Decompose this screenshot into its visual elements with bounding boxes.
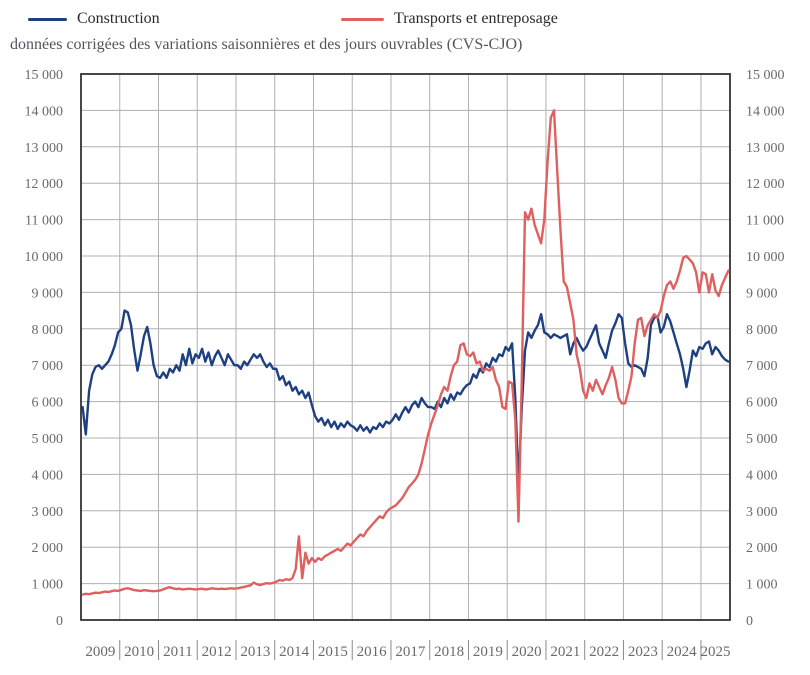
x-axis-label: 2017	[395, 644, 426, 660]
legend-item-transport[interactable]: Transports et entreposage	[341, 10, 558, 28]
construction-series-line	[81, 309, 730, 487]
legend-label-transport: Transports et entreposage	[394, 10, 558, 27]
plot-border	[80, 73, 731, 621]
y-axis-label-left: 2 000	[32, 541, 64, 556]
y-axis-label-left: 8 000	[32, 323, 64, 338]
x-axis-label: 2024	[667, 644, 698, 660]
y-axis-label-left: 13 000	[25, 141, 64, 156]
x-axis-label: 2010	[124, 644, 154, 660]
y-axis-label-right: 3 000	[746, 505, 778, 520]
x-axis-label: 2025	[700, 644, 730, 660]
x-axis-label: 2011	[163, 644, 192, 660]
y-axis-label-right: 10 000	[746, 250, 785, 265]
y-axis-label-left: 4 000	[32, 468, 64, 483]
y-axis-label-right: 11 000	[746, 214, 784, 229]
y-axis-label-left: 10 000	[25, 250, 64, 265]
y-axis-label-left: 11 000	[25, 214, 63, 229]
x-axis-label: 2015	[318, 644, 348, 660]
y-axis-label-right: 14 000	[746, 104, 785, 119]
y-axis-label-left: 15 000	[25, 68, 64, 83]
x-axis-label: 2021	[550, 644, 580, 660]
y-axis-label-left: 14 000	[25, 104, 64, 119]
y-axis-label-right: 9 000	[746, 286, 778, 301]
y-axis-label-right: 6 000	[746, 396, 778, 411]
chart-subtitle: données corrigées des variations saisonn…	[10, 36, 523, 53]
y-axis-label-right: 4 000	[746, 468, 778, 483]
transport-line-swatch-icon	[341, 17, 384, 21]
x-axis-label: 2012	[202, 644, 232, 660]
y-axis-label-right: 15 000	[746, 68, 785, 83]
y-axis-label-left: 5 000	[32, 432, 64, 447]
x-axis-label: 2020	[512, 644, 542, 660]
y-axis-label-right: 2 000	[746, 541, 778, 556]
y-axis-label-left: 12 000	[25, 177, 64, 192]
y-axis-label-right: 13 000	[746, 141, 785, 156]
y-axis-label-right: 5 000	[746, 432, 778, 447]
y-axis-label-left: 1 000	[32, 578, 64, 593]
y-axis-label-left: 9 000	[32, 286, 64, 301]
x-axis-label: 2013	[240, 644, 270, 660]
x-axis-label: 2022	[589, 644, 619, 660]
construction-line-swatch-icon	[28, 17, 67, 21]
x-axis-label: 2019	[473, 644, 503, 660]
legend-item-construction[interactable]: Construction	[28, 10, 160, 28]
transport-series-line	[81, 109, 730, 596]
y-axis-label-left: 3 000	[32, 505, 64, 520]
x-axis-label: 2016	[357, 644, 388, 660]
y-axis-label-right: 12 000	[746, 177, 785, 192]
y-axis-label-right: 1 000	[746, 578, 778, 593]
y-axis-label-left: 0	[56, 614, 63, 629]
legend-label-construction: Construction	[77, 10, 160, 27]
y-axis-label-right: 0	[746, 614, 753, 629]
x-axis-label: 2023	[628, 644, 658, 660]
y-axis-label-right: 7 000	[746, 359, 778, 374]
y-axis-label-right: 8 000	[746, 323, 778, 338]
y-axis-label-left: 6 000	[32, 396, 64, 411]
x-axis-label: 2009	[85, 644, 115, 660]
x-axis-label: 2018	[434, 644, 464, 660]
y-axis-label-left: 7 000	[32, 359, 64, 374]
x-axis-label: 2014	[279, 644, 310, 660]
